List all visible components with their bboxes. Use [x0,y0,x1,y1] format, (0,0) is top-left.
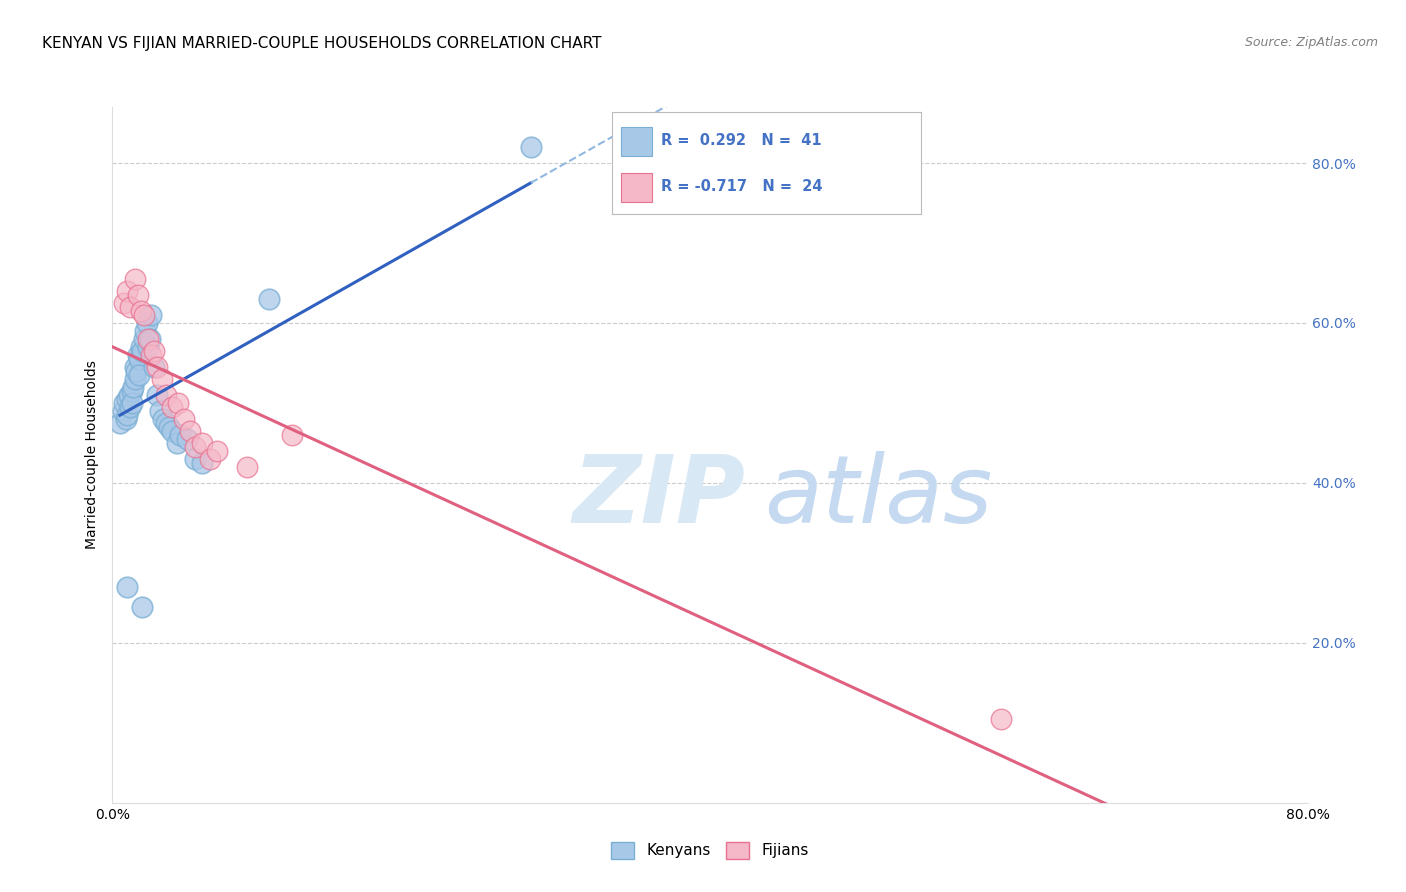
Point [121,384,143,398]
Point [191,456,214,470]
Point [155,388,177,402]
Point [121,396,143,410]
Point [124,372,146,386]
Point [205,444,228,458]
Point [138,332,160,346]
Point [114,396,135,410]
Point [183,440,205,454]
Point [166,436,188,450]
Point [146,359,169,374]
Point [162,400,183,414]
Point [117,392,139,406]
Point [117,580,139,594]
Point [124,359,146,374]
Text: Source: ZipAtlas.com: Source: ZipAtlas.com [1244,36,1378,49]
Point [135,316,157,330]
Point [125,364,148,378]
Point [111,404,134,418]
Point [129,304,152,318]
Point [138,340,160,354]
Text: R = -0.717   N =  24: R = -0.717 N = 24 [661,179,823,194]
Point [124,272,146,286]
Point [198,451,221,466]
Point [162,424,183,438]
Point [150,372,173,386]
Point [157,420,180,434]
Point [117,408,139,422]
Point [155,416,177,430]
Point [134,324,156,338]
Point [128,351,150,366]
Point [108,416,131,430]
Text: ZIP: ZIP [572,450,745,542]
Point [143,359,166,374]
Point [120,400,142,414]
Point [236,459,259,474]
Point [131,599,153,614]
Point [191,436,214,450]
Bar [621,127,652,155]
Point [149,404,172,418]
Point [141,308,163,322]
Text: R =  0.292   N =  41: R = 0.292 N = 41 [661,133,821,148]
Point [281,428,304,442]
Point [122,380,145,394]
Point [120,300,142,314]
Point [990,712,1012,726]
Bar [621,173,652,202]
Point [132,332,155,346]
Point [152,412,174,426]
Point [520,140,543,154]
Point [117,284,139,298]
Point [131,343,153,358]
Point [132,308,155,322]
Point [141,348,163,362]
Point [115,412,138,426]
Point [169,428,191,442]
Point [176,432,198,446]
Point [173,412,195,426]
Point [127,288,149,302]
Point [167,396,190,410]
Point [183,451,205,466]
Y-axis label: Married-couple Households: Married-couple Households [86,360,100,549]
Text: atlas: atlas [763,451,993,542]
Text: KENYAN VS FIJIAN MARRIED-COUPLE HOUSEHOLDS CORRELATION CHART: KENYAN VS FIJIAN MARRIED-COUPLE HOUSEHOL… [42,36,602,51]
Point [129,340,152,354]
Point [128,368,150,382]
Point [118,388,141,402]
Point [114,296,135,310]
Point [127,348,149,362]
Point [139,332,162,346]
Legend: Kenyans, Fijians: Kenyans, Fijians [605,836,815,864]
Point [143,343,166,358]
Point [146,388,169,402]
Point [179,424,201,438]
Point [259,292,281,306]
